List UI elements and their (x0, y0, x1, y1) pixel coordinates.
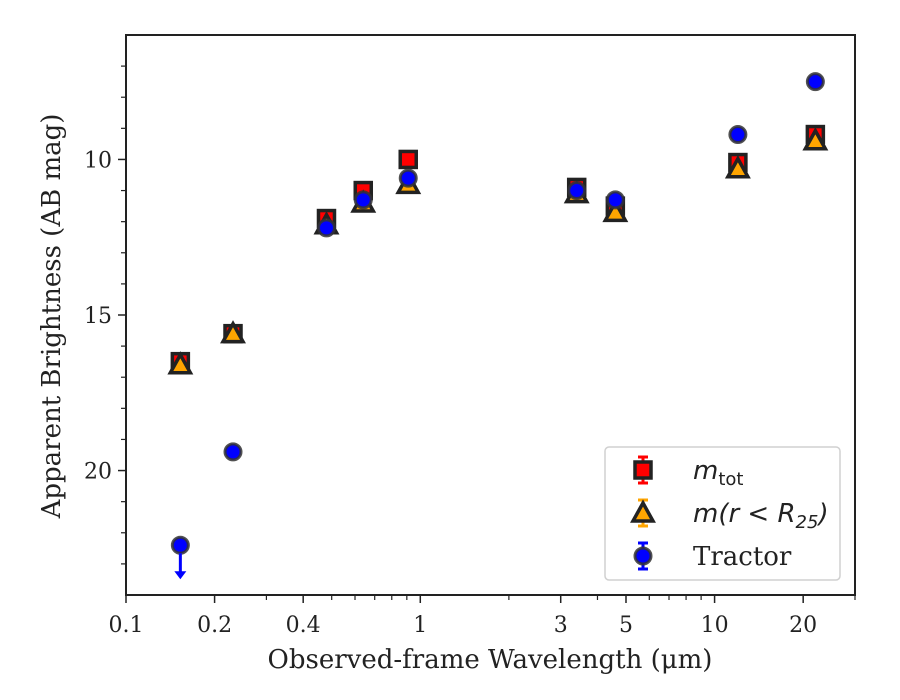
x-tick-label: 0.1 (109, 613, 144, 638)
x-axis-label: Observed-frame Wavelength (μm) (268, 645, 713, 675)
x-tick-label: 20 (789, 613, 817, 638)
y-tick-label: 10 (84, 148, 112, 173)
x-tick-label: 0.2 (197, 613, 232, 638)
x-tick-label: 3 (554, 613, 568, 638)
data-point-circle (605, 190, 625, 210)
legend-label: mtot (693, 456, 743, 490)
legend-label: Tractor (693, 542, 792, 572)
legend-marker-circle (633, 546, 653, 566)
y-axis-label: Apparent Brightness (AB mag) (37, 114, 67, 520)
data-point-circle (728, 125, 748, 145)
legend-marker-triangle (630, 499, 656, 523)
y-tick-label: 15 (84, 304, 112, 329)
legend-label: m(r < R25) (693, 499, 829, 533)
data-point-square (398, 149, 418, 170)
y-tick-label: 20 (84, 460, 112, 485)
data-point-circle (353, 190, 373, 210)
data-point-circle (805, 72, 825, 92)
data-point-circle (398, 168, 418, 188)
legend-marker-square (633, 460, 653, 480)
data-point-triangle (220, 320, 246, 344)
data-point-circle (316, 218, 336, 238)
axes: 0.1 0.2 0.4 1 3 5 10 20 10 15 20 (84, 34, 856, 638)
x-tick-label: 0.4 (286, 613, 321, 638)
series-triangle (167, 127, 829, 375)
plot-area (167, 72, 829, 580)
data-point-triangle (167, 351, 194, 375)
series-square (170, 124, 826, 372)
data-point-triangle (724, 155, 751, 179)
data-point-circle (223, 442, 243, 462)
legend-entry: m(r < R25) (630, 498, 829, 533)
upper-limit-arrow (174, 553, 187, 580)
legend-entry: Tractor (633, 541, 792, 572)
data-point-triangle (602, 198, 629, 223)
legend-box (604, 446, 841, 581)
data-point-triangle (802, 127, 829, 151)
x-tick-label: 5 (619, 613, 633, 638)
x-tick-label: 10 (701, 613, 729, 638)
legend-entry: mtot (633, 455, 743, 490)
data-point-circle (567, 181, 587, 201)
data-point-circle (170, 535, 190, 555)
legend: mtot m(r < R25) Tractor (604, 446, 841, 581)
x-tick-label: 1 (413, 613, 427, 638)
series-circle (170, 72, 825, 580)
